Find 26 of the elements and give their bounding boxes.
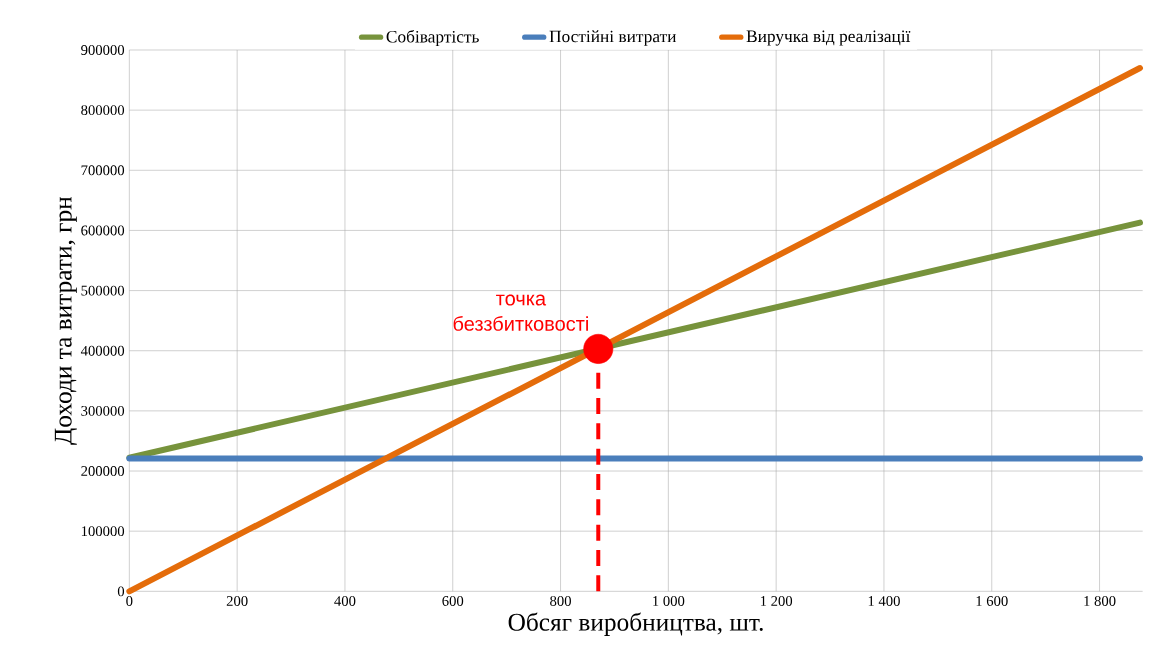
y-tick-label: 700000 bbox=[81, 165, 125, 176]
x-tick-label: 1 400 bbox=[868, 596, 900, 606]
x-axis-title: Обсяг виробництва, шт. bbox=[508, 612, 763, 636]
x-tick-label: 1 000 bbox=[653, 596, 685, 606]
y-tick-label: 400000 bbox=[80, 345, 125, 356]
y-tick-label: 0 bbox=[117, 586, 125, 597]
y-tick-label: 800000 bbox=[81, 105, 125, 116]
x-tick-label: 1 200 bbox=[760, 596, 793, 606]
x-tick-label: 400 bbox=[334, 596, 356, 606]
y-tick-label: 100000 bbox=[81, 526, 125, 537]
legend-label: Собівартість bbox=[386, 29, 479, 47]
legend-label: Виручка від реалізації bbox=[746, 30, 911, 46]
x-tick-label: 600 bbox=[442, 596, 464, 606]
y-tick-label: 300000 bbox=[81, 405, 125, 416]
annotation: точка беззбитковості bbox=[453, 294, 588, 331]
y-tick-label: 500000 bbox=[81, 285, 125, 296]
x-tick-label: 800 bbox=[550, 596, 571, 606]
y-axis-title: Доходи та витрати, грн bbox=[54, 196, 77, 445]
x-tick-label: 1 600 bbox=[976, 596, 1008, 606]
legend-label: Постійні витрати bbox=[549, 30, 677, 46]
x-tick-label: 1 800 bbox=[1084, 596, 1116, 606]
y-tick-label: 600000 bbox=[81, 225, 125, 236]
y-tick-label: 900000 bbox=[81, 45, 125, 55]
x-tick-label: 200 bbox=[226, 596, 248, 606]
y-tick-label: 200000 bbox=[81, 466, 125, 476]
x-tick-label: 0 bbox=[126, 596, 133, 606]
